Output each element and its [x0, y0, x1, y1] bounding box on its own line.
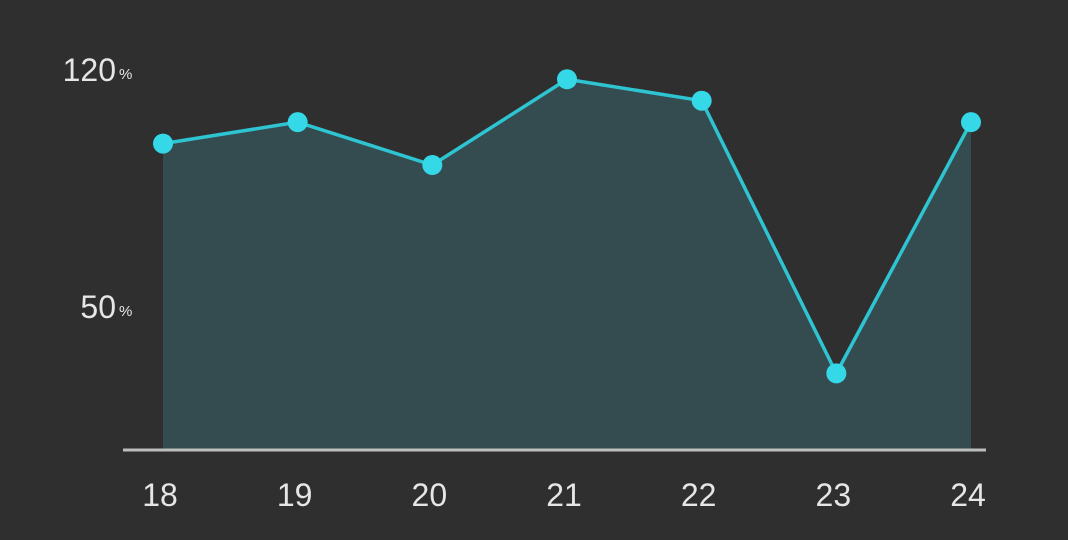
data-point-24 [961, 112, 981, 133]
y-tick-label-120: 120 [63, 52, 116, 88]
y-tick-unit-120: % [119, 66, 132, 83]
x-tick-label-20: 20 [412, 477, 448, 513]
x-tick-label-24: 24 [950, 477, 986, 513]
y-tick-label-50: 50 [80, 289, 116, 325]
area-fill [163, 79, 971, 450]
data-point-19 [287, 112, 308, 133]
data-point-22 [691, 90, 712, 111]
data-point-21 [557, 69, 577, 90]
data-point-18 [153, 133, 173, 154]
data-point-markers [153, 69, 981, 384]
x-tick-label-23: 23 [816, 477, 852, 513]
x-tick-label-18: 18 [142, 477, 178, 513]
y-axis-tick-labels: 120 %50% [63, 52, 133, 325]
x-axis-tick-labels: 18 19 20 21 22 23 24 [142, 477, 986, 513]
data-point-20 [422, 155, 443, 176]
x-tick-label-21: 21 [546, 477, 582, 513]
y-tick-unit-50: % [119, 303, 132, 320]
x-tick-label-19: 19 [277, 477, 313, 513]
data-point-23 [826, 363, 847, 384]
x-tick-label-22: 22 [681, 477, 717, 513]
